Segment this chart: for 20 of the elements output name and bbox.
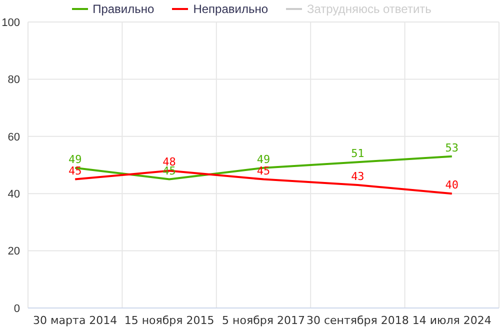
x-tick-label: 15 ноября 2015 [124, 314, 214, 327]
data-label: 40 [445, 178, 459, 192]
y-tick-label: 100 [2, 16, 20, 29]
legend-label: Правильно [92, 2, 154, 16]
x-tick-label: 5 ноября 2017 [222, 314, 305, 327]
legend-label: Неправильно [193, 2, 268, 16]
x-tick-label: 30 сентября 2018 [306, 314, 409, 327]
y-tick-label: 60 [8, 131, 20, 144]
data-label: 43 [351, 170, 364, 184]
y-tick-label: 0 [14, 302, 20, 315]
x-tick-label: 30 марта 2014 [33, 314, 118, 327]
data-label: 49 [256, 152, 270, 166]
y-tick-label: 20 [8, 246, 20, 258]
y-tick-label: 40 [8, 188, 20, 201]
x-tick-label: 14 июля 2024 [412, 314, 492, 327]
data-label: 49 [68, 152, 82, 166]
y-tick-label: 80 [8, 74, 20, 86]
data-label: 53 [445, 141, 459, 154]
data-label: 51 [351, 147, 364, 160]
data-label: 45 [68, 164, 82, 178]
